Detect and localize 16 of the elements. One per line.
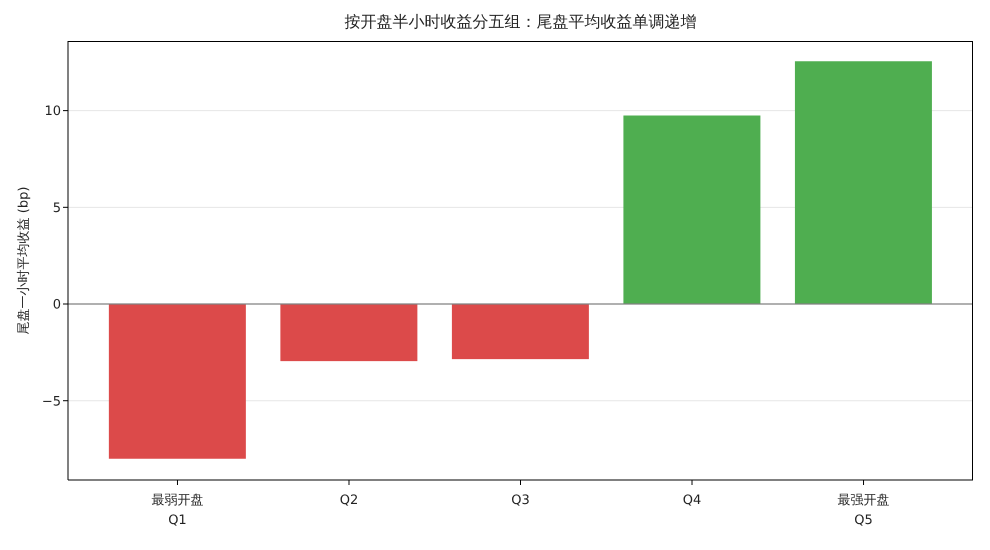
bar xyxy=(623,115,760,304)
x-tick-label: Q3 xyxy=(511,493,530,508)
y-tick-label: −5 xyxy=(42,394,61,410)
bar xyxy=(108,304,246,459)
y-tick-label: 10 xyxy=(44,104,61,120)
x-tick-label: Q4 xyxy=(682,493,702,508)
bar xyxy=(794,61,932,304)
bar xyxy=(452,304,589,360)
bar xyxy=(280,304,418,362)
y-tick-label: 5 xyxy=(52,200,61,216)
chart-title: 按开盘半小时收益分五组：尾盘平均收益单调递增 xyxy=(344,12,698,33)
x-tick-label: 最强开盘 Q5 xyxy=(838,493,890,528)
y-axis-title: 尾盘一小时平均收益 (bp) xyxy=(16,186,32,334)
x-tick-label: Q2 xyxy=(340,493,358,508)
x-tick-label: 最弱开盘 Q1 xyxy=(151,493,204,528)
y-tick-label: 0 xyxy=(52,298,61,313)
